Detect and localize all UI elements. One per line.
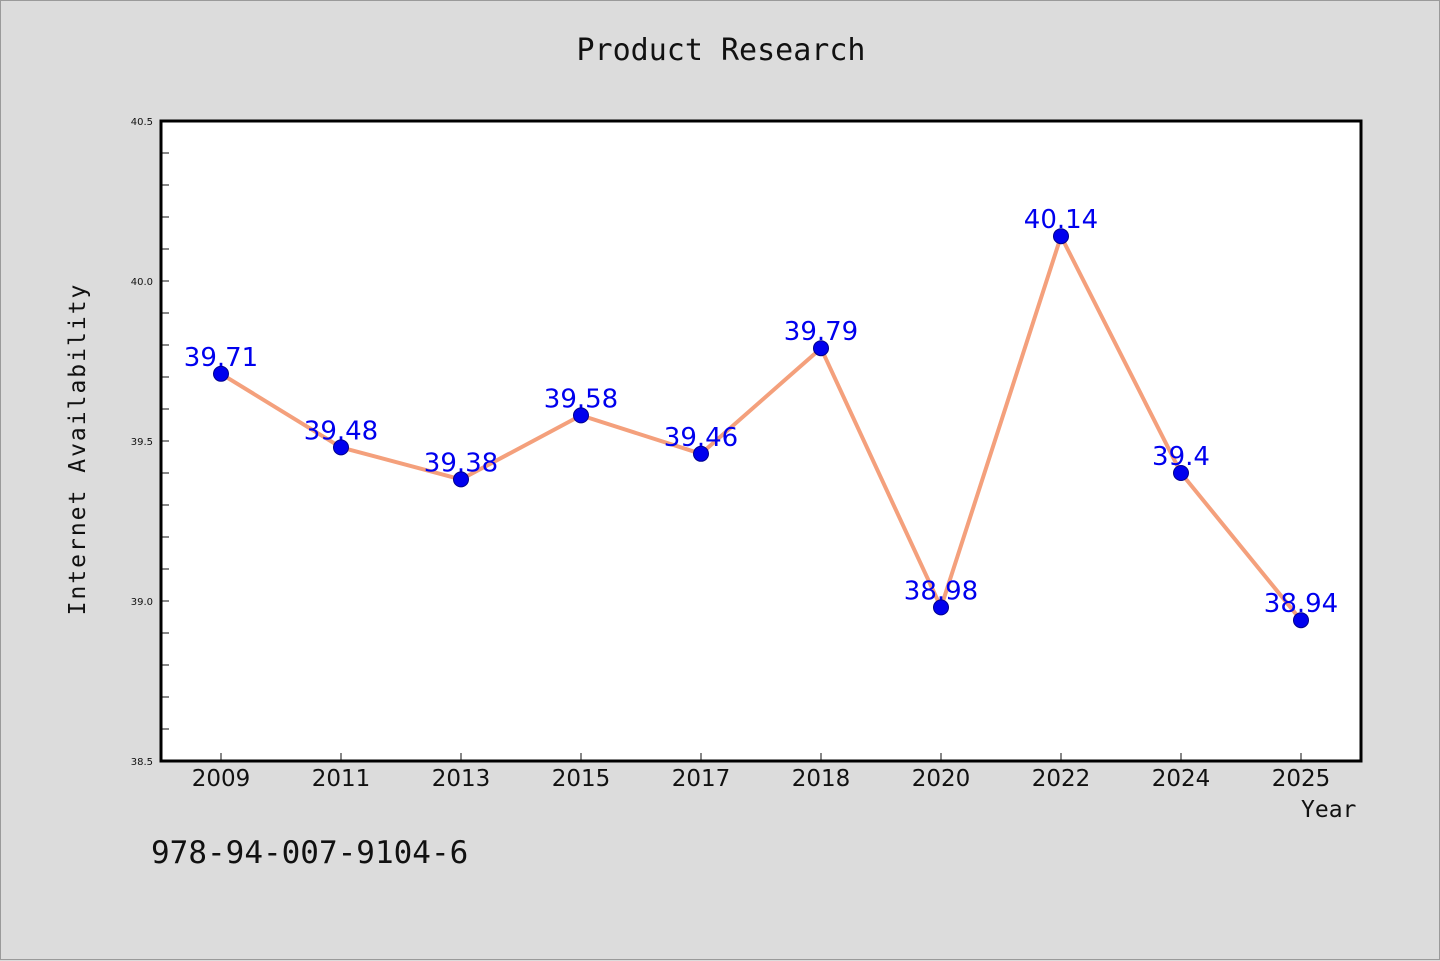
y-tick-label: 39.5 <box>131 437 153 448</box>
data-point <box>1173 465 1189 481</box>
y-tick-label: 38.5 <box>131 757 153 768</box>
data-point <box>573 407 589 424</box>
x-tick-label: 2017 <box>672 766 731 792</box>
data-label: 39.46 <box>664 423 738 453</box>
x-tick-label: 2015 <box>552 766 611 792</box>
x-tick-label: 2022 <box>1032 766 1091 792</box>
data-label: 38.98 <box>904 576 978 606</box>
data-point <box>933 599 949 616</box>
data-point <box>213 365 229 382</box>
data-point <box>1293 612 1309 629</box>
chart-title: Product Research <box>576 33 866 68</box>
x-tick-label: 2013 <box>432 766 491 792</box>
y-tick-label: 40.5 <box>131 117 153 128</box>
x-tick-label: 2018 <box>792 766 851 792</box>
y-tick-label: 39.0 <box>131 597 153 608</box>
x-tick-label: 2011 <box>312 766 371 792</box>
data-label: 39.48 <box>304 416 378 446</box>
data-point <box>333 439 349 456</box>
data-label: 40.14 <box>1024 205 1098 235</box>
data-label: 38.94 <box>1264 589 1338 619</box>
data-label: 39.38 <box>424 448 498 478</box>
data-label: 39.79 <box>784 317 858 347</box>
data-point <box>813 340 829 357</box>
series-line <box>219 234 1303 622</box>
x-tick-label: 2025 <box>1272 766 1331 792</box>
plot-background <box>161 121 1361 761</box>
data-label: 39.58 <box>544 384 618 414</box>
x-tick-label: 2020 <box>912 766 971 792</box>
x-axis-label: Year <box>1301 797 1357 823</box>
plot-frame <box>159 119 1363 763</box>
data-point <box>693 445 709 462</box>
data-label: 39.71 <box>184 343 258 373</box>
x-tick-label: 2024 <box>1152 766 1211 792</box>
y-tick-label: 40.0 <box>131 277 153 288</box>
data-point <box>453 471 469 488</box>
x-tick-label: 2009 <box>192 766 251 792</box>
data-label: 39.4 <box>1152 442 1210 472</box>
data-point <box>1053 228 1069 245</box>
isbn-code: 978-94-007-9104-6 <box>151 835 469 871</box>
